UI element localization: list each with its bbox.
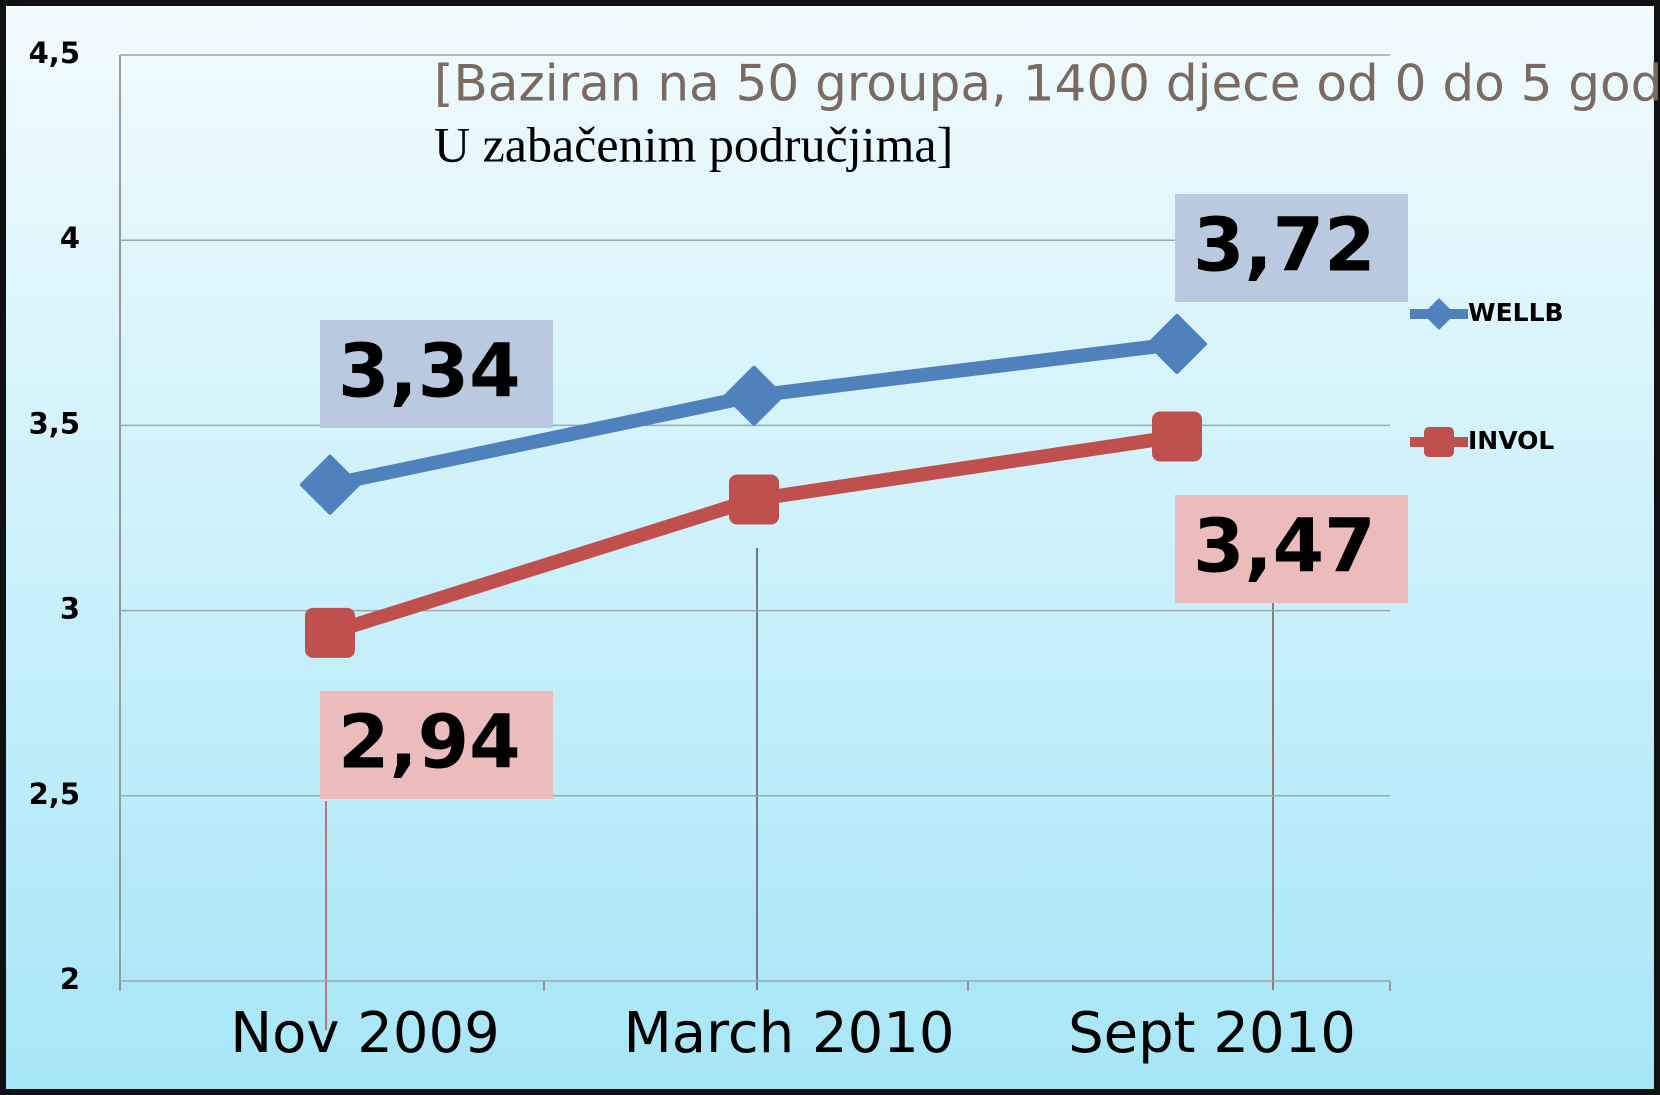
legend-label: INVOL	[1468, 426, 1554, 455]
y-tick-label: 4	[60, 221, 80, 255]
annotation: U zabačenim područjima]	[434, 116, 953, 172]
y-tick-label: 3	[60, 592, 80, 626]
y-tick-label: 2	[60, 962, 80, 996]
y-tick-label: 4,5	[29, 36, 80, 70]
marker	[300, 454, 360, 515]
y-tick-label: 2,5	[29, 777, 80, 811]
legend-marker	[1424, 427, 1454, 457]
value-label-box	[1175, 495, 1408, 603]
marker	[724, 365, 784, 426]
marker	[305, 607, 355, 658]
value-label: 3,47	[1193, 504, 1376, 590]
value-label-box	[320, 691, 553, 799]
legend-marker	[1423, 298, 1455, 330]
x-tick-label: March 2010	[623, 1001, 954, 1066]
value-label: 2,94	[338, 700, 521, 786]
marker	[729, 474, 779, 525]
value-label-box	[320, 320, 553, 428]
annotation: [Baziran na 50 groupa, 1400 djece od 0 d…	[434, 55, 1660, 113]
value-label: 3,34	[338, 329, 521, 415]
legend-label: WELLB	[1468, 298, 1564, 327]
value-label-box	[1175, 194, 1408, 302]
x-tick-label: Nov 2009	[230, 1001, 500, 1066]
y-tick-label: 3,5	[29, 406, 80, 440]
x-tick-label: Sept 2010	[1068, 1001, 1356, 1066]
marker	[1147, 313, 1207, 374]
value-label: 3,72	[1193, 203, 1376, 289]
marker	[1152, 411, 1202, 462]
